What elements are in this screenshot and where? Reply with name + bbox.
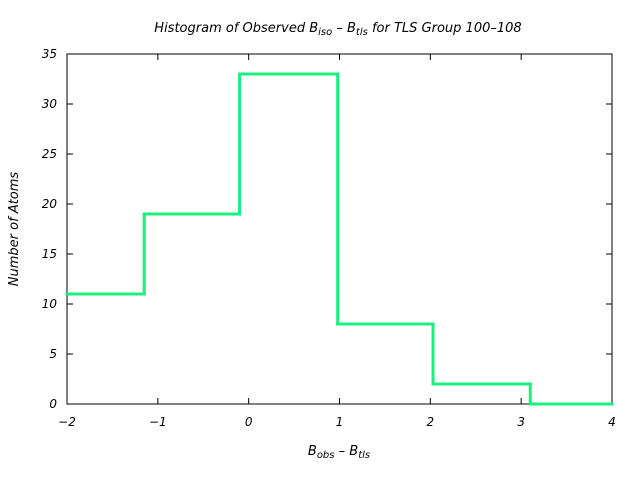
x-tick-label: 2 bbox=[427, 415, 435, 429]
x-tick-label: −2 bbox=[58, 415, 76, 429]
x-tick-label: −1 bbox=[149, 415, 167, 429]
y-axis-label: Number of Atoms bbox=[7, 172, 22, 287]
x-tick-label: 4 bbox=[608, 415, 616, 429]
y-tick-label: 0 bbox=[49, 397, 57, 411]
y-tick-label: 25 bbox=[42, 147, 57, 161]
y-tick-label: 5 bbox=[49, 347, 57, 361]
y-tick-label: 20 bbox=[42, 197, 58, 211]
x-tick-label: 0 bbox=[245, 415, 253, 429]
x-tick-label: 3 bbox=[517, 415, 525, 429]
y-tick-label: 10 bbox=[42, 297, 58, 311]
plot-area: −2 −1 0 1 2 3 4 0 5 10 15 20 25 30 35 bbox=[42, 47, 616, 429]
y-tick-label: 30 bbox=[42, 97, 58, 111]
plot-frame bbox=[66, 53, 613, 405]
y-tick-label: 15 bbox=[42, 247, 57, 261]
x-tick-label: 1 bbox=[336, 415, 344, 429]
x-axis-label: Bobs – Btls bbox=[308, 444, 370, 461]
chart-title: Histogram of Observed Biso – Btls for TL… bbox=[154, 21, 521, 38]
y-tick-label: 35 bbox=[42, 47, 57, 61]
